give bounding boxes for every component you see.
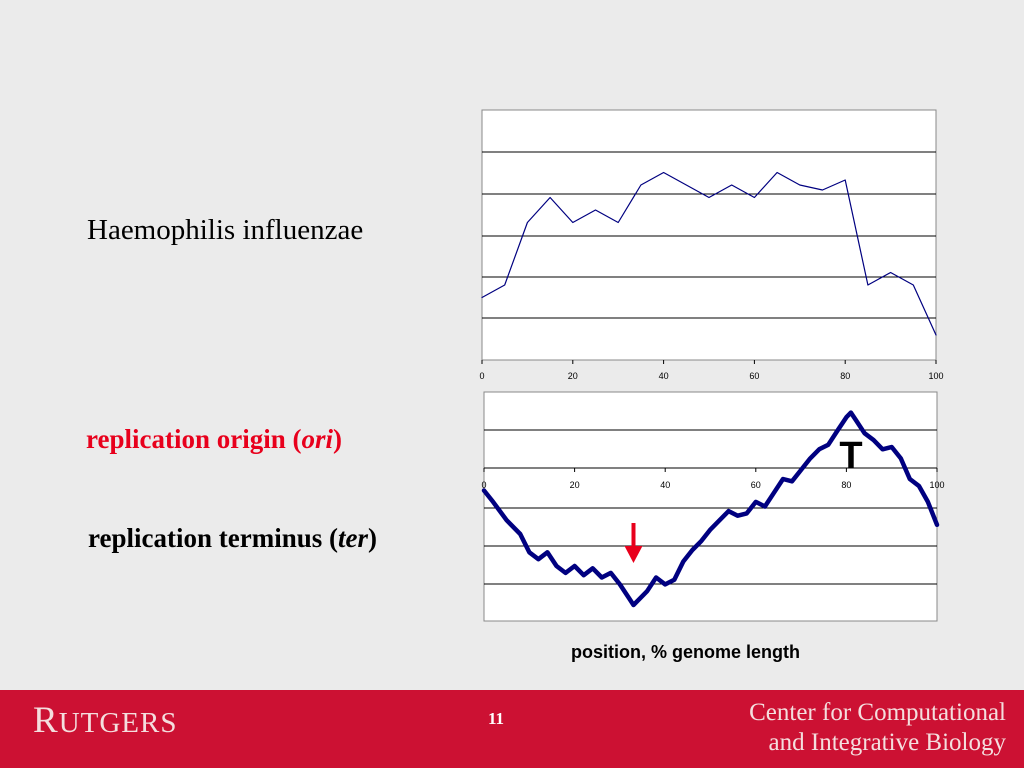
chart1-plot-area xyxy=(481,109,937,361)
chart1-tick-label: 40 xyxy=(659,371,669,381)
center-name-line1: Center for Computational xyxy=(749,699,1006,726)
chart1-tick-label: 80 xyxy=(840,371,850,381)
terminus-marker: T xyxy=(839,435,862,477)
ter-label-suffix: ) xyxy=(367,523,377,553)
ter-label-prefix: replication terminus ( xyxy=(88,523,338,553)
chart2-plot-area xyxy=(483,391,938,622)
center-name: Center for Computational and Integrative… xyxy=(749,698,1006,758)
chart2-tick-label: 60 xyxy=(751,480,761,490)
chart2-series-line xyxy=(481,410,940,608)
ori-label-italic: ori xyxy=(301,424,334,454)
rutgers-logo-rest: UTGERS xyxy=(58,707,178,739)
chart2-tick-label: 100 xyxy=(929,480,944,490)
chart1-tick-label: 60 xyxy=(749,371,759,381)
chart1-tick-label: 20 xyxy=(568,371,578,381)
chart2-tick-label: 0 xyxy=(481,480,486,490)
chart2-tick-label: 80 xyxy=(841,480,851,490)
page-number: 11 xyxy=(488,709,505,728)
footer-bar: RUTGERS 11 Center for Computational and … xyxy=(0,690,1024,768)
ori-arrow-head xyxy=(624,546,643,563)
species-label: Haemophilis influenzae xyxy=(87,214,364,246)
chart1-tick-label: 0 xyxy=(479,371,484,381)
ori-label: replication origin (ori) xyxy=(86,424,342,455)
rutgers-logo-initial: R xyxy=(33,700,59,741)
chart1-tick-label: 100 xyxy=(928,371,943,381)
center-name-line2: and Integrative Biology xyxy=(768,729,1006,756)
chart2-tick-label: 20 xyxy=(570,480,580,490)
rutgers-logo: RUTGERS xyxy=(33,699,177,742)
x-axis-label: position, % genome length xyxy=(571,642,800,662)
ter-label-italic: ter xyxy=(337,523,368,553)
ter-label: replication terminus (ter) xyxy=(88,523,377,554)
chart1-series-line xyxy=(481,171,937,336)
ori-label-prefix: replication origin ( xyxy=(86,424,302,454)
ori-label-suffix: ) xyxy=(333,424,343,454)
chart2-tick-label: 40 xyxy=(660,480,670,490)
charts-canvas: 0 20 40 60 80 100 0 20 40 60 80 100 T xyxy=(479,109,945,622)
